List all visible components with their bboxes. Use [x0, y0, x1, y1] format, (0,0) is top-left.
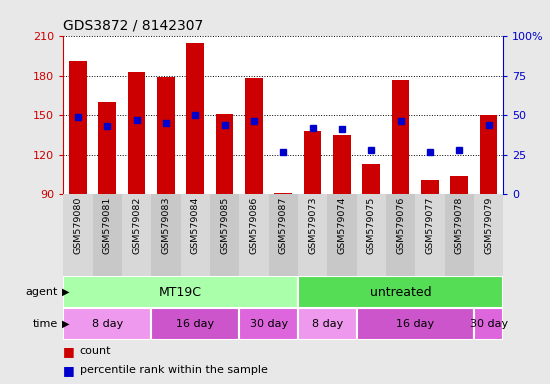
- Bar: [392, 79, 409, 194]
- Bar: [362, 164, 380, 194]
- Text: GSM579073: GSM579073: [308, 197, 317, 254]
- Bar: [480, 115, 497, 194]
- Text: GSM579080: GSM579080: [73, 197, 82, 254]
- Text: 30 day: 30 day: [250, 319, 288, 329]
- Text: GSM579079: GSM579079: [484, 197, 493, 254]
- Bar: [98, 102, 116, 194]
- Bar: [444, 194, 474, 276]
- Text: GSM579076: GSM579076: [396, 197, 405, 254]
- Text: GSM579084: GSM579084: [191, 197, 200, 254]
- Text: 16 day: 16 day: [176, 319, 214, 329]
- Text: GDS3872 / 8142307: GDS3872 / 8142307: [63, 18, 204, 32]
- Bar: [186, 43, 204, 194]
- Text: time: time: [32, 319, 58, 329]
- Text: count: count: [80, 346, 111, 356]
- Text: GSM579082: GSM579082: [132, 197, 141, 254]
- Bar: [210, 194, 239, 276]
- Text: ■: ■: [63, 364, 75, 377]
- Bar: [298, 308, 356, 340]
- Bar: [333, 135, 351, 194]
- Text: 8 day: 8 day: [92, 319, 123, 329]
- Bar: [356, 194, 386, 276]
- Bar: [298, 276, 503, 308]
- Bar: [151, 308, 239, 340]
- Bar: [474, 308, 503, 340]
- Bar: [386, 194, 415, 276]
- Text: 8 day: 8 day: [312, 319, 343, 329]
- Bar: [474, 194, 503, 276]
- Text: GSM579085: GSM579085: [220, 197, 229, 254]
- Text: ▶: ▶: [62, 319, 70, 329]
- Text: agent: agent: [25, 287, 58, 297]
- Bar: [421, 180, 439, 194]
- Bar: [63, 308, 151, 340]
- Bar: [304, 131, 321, 194]
- Bar: [298, 194, 327, 276]
- Bar: [245, 78, 263, 194]
- Bar: [239, 308, 298, 340]
- Bar: [157, 77, 175, 194]
- Bar: [268, 194, 298, 276]
- Text: GSM579077: GSM579077: [425, 197, 435, 254]
- Bar: [122, 194, 151, 276]
- Text: 16 day: 16 day: [396, 319, 435, 329]
- Text: GSM579078: GSM579078: [455, 197, 464, 254]
- Text: ▶: ▶: [62, 287, 70, 297]
- Text: GSM579074: GSM579074: [337, 197, 346, 254]
- Bar: [216, 114, 233, 194]
- Bar: [128, 72, 145, 194]
- Bar: [180, 194, 210, 276]
- Bar: [239, 194, 268, 276]
- Text: GSM579086: GSM579086: [249, 197, 258, 254]
- Text: untreated: untreated: [370, 286, 431, 299]
- Bar: [274, 193, 292, 194]
- Bar: [356, 308, 474, 340]
- Bar: [450, 176, 468, 194]
- Bar: [63, 194, 92, 276]
- Text: MT19C: MT19C: [159, 286, 202, 299]
- Bar: [63, 276, 298, 308]
- Text: GSM579087: GSM579087: [279, 197, 288, 254]
- Bar: [69, 61, 87, 194]
- Text: ■: ■: [63, 345, 75, 358]
- Text: GSM579083: GSM579083: [161, 197, 170, 254]
- Text: GSM579081: GSM579081: [103, 197, 112, 254]
- Bar: [415, 194, 444, 276]
- Text: GSM579075: GSM579075: [367, 197, 376, 254]
- Text: 30 day: 30 day: [470, 319, 508, 329]
- Bar: [92, 194, 122, 276]
- Bar: [327, 194, 356, 276]
- Text: percentile rank within the sample: percentile rank within the sample: [80, 365, 268, 375]
- Bar: [151, 194, 180, 276]
